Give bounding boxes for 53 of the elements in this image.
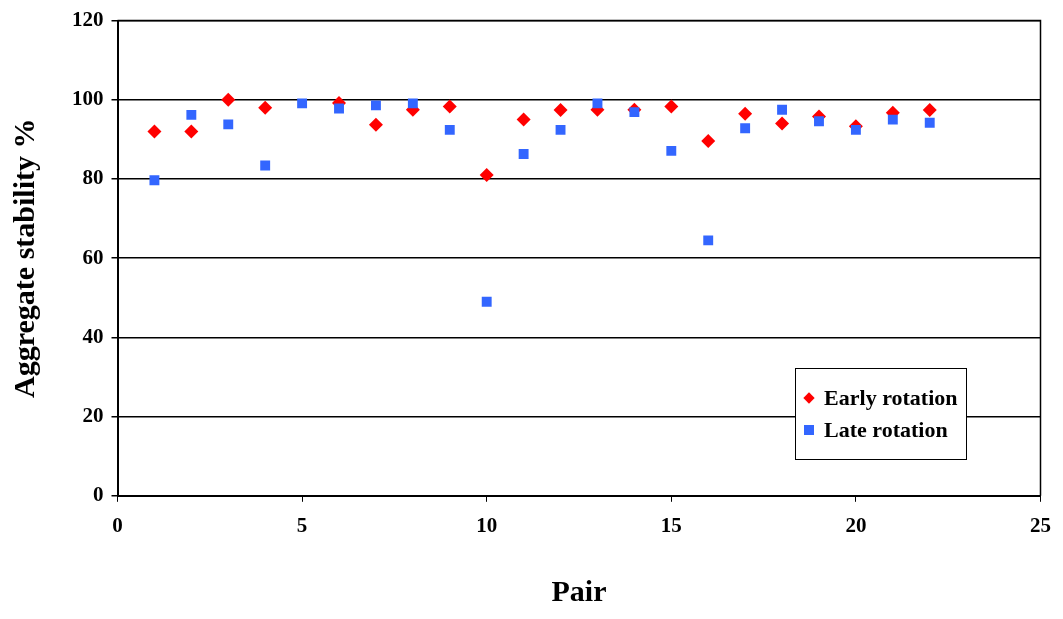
x-axis-title: Pair xyxy=(551,573,607,607)
point xyxy=(664,99,679,114)
point xyxy=(260,160,271,171)
point xyxy=(149,175,160,186)
x-tick-label: 0 xyxy=(112,512,123,537)
y-tick-label: 100 xyxy=(72,86,104,111)
x-tick-label: 25 xyxy=(1030,512,1051,537)
legend-label: Early rotation xyxy=(824,384,958,411)
y-tick-label: 0 xyxy=(93,482,104,507)
point xyxy=(775,116,790,131)
y-tick-label: 60 xyxy=(82,244,104,269)
point xyxy=(223,119,234,130)
x-tick-label: 20 xyxy=(845,512,867,537)
point xyxy=(666,145,677,156)
point xyxy=(518,149,529,159)
point xyxy=(186,109,197,120)
y-tick-label: 120 xyxy=(72,7,104,32)
point xyxy=(258,100,273,115)
point xyxy=(184,124,199,139)
point xyxy=(553,103,568,118)
point xyxy=(592,98,603,109)
y-axis-title: Aggregate stability % xyxy=(6,118,40,398)
point xyxy=(740,123,751,134)
point xyxy=(370,100,381,111)
point xyxy=(297,98,308,109)
point xyxy=(738,106,753,121)
point xyxy=(221,92,236,107)
point xyxy=(924,117,935,128)
point xyxy=(334,103,344,114)
point xyxy=(701,133,716,148)
point xyxy=(442,99,457,114)
x-tick-label: 15 xyxy=(660,512,682,537)
x-tick-label: 10 xyxy=(476,512,498,537)
point xyxy=(481,296,492,307)
point xyxy=(516,112,531,127)
point xyxy=(887,114,898,125)
point xyxy=(922,103,937,118)
point xyxy=(703,235,714,246)
point xyxy=(629,107,640,118)
point xyxy=(407,98,418,109)
legend-label: Late rotation xyxy=(824,416,948,443)
point xyxy=(814,116,824,127)
point xyxy=(555,124,566,135)
y-tick-label: 40 xyxy=(82,323,104,348)
y-tick-label: 80 xyxy=(82,165,104,190)
point xyxy=(368,117,383,132)
point xyxy=(479,168,494,183)
point xyxy=(444,124,455,135)
x-tick-label: 5 xyxy=(296,512,308,537)
y-tick-label: 20 xyxy=(82,403,104,428)
point xyxy=(850,124,861,135)
point xyxy=(147,124,162,139)
point xyxy=(777,104,788,115)
